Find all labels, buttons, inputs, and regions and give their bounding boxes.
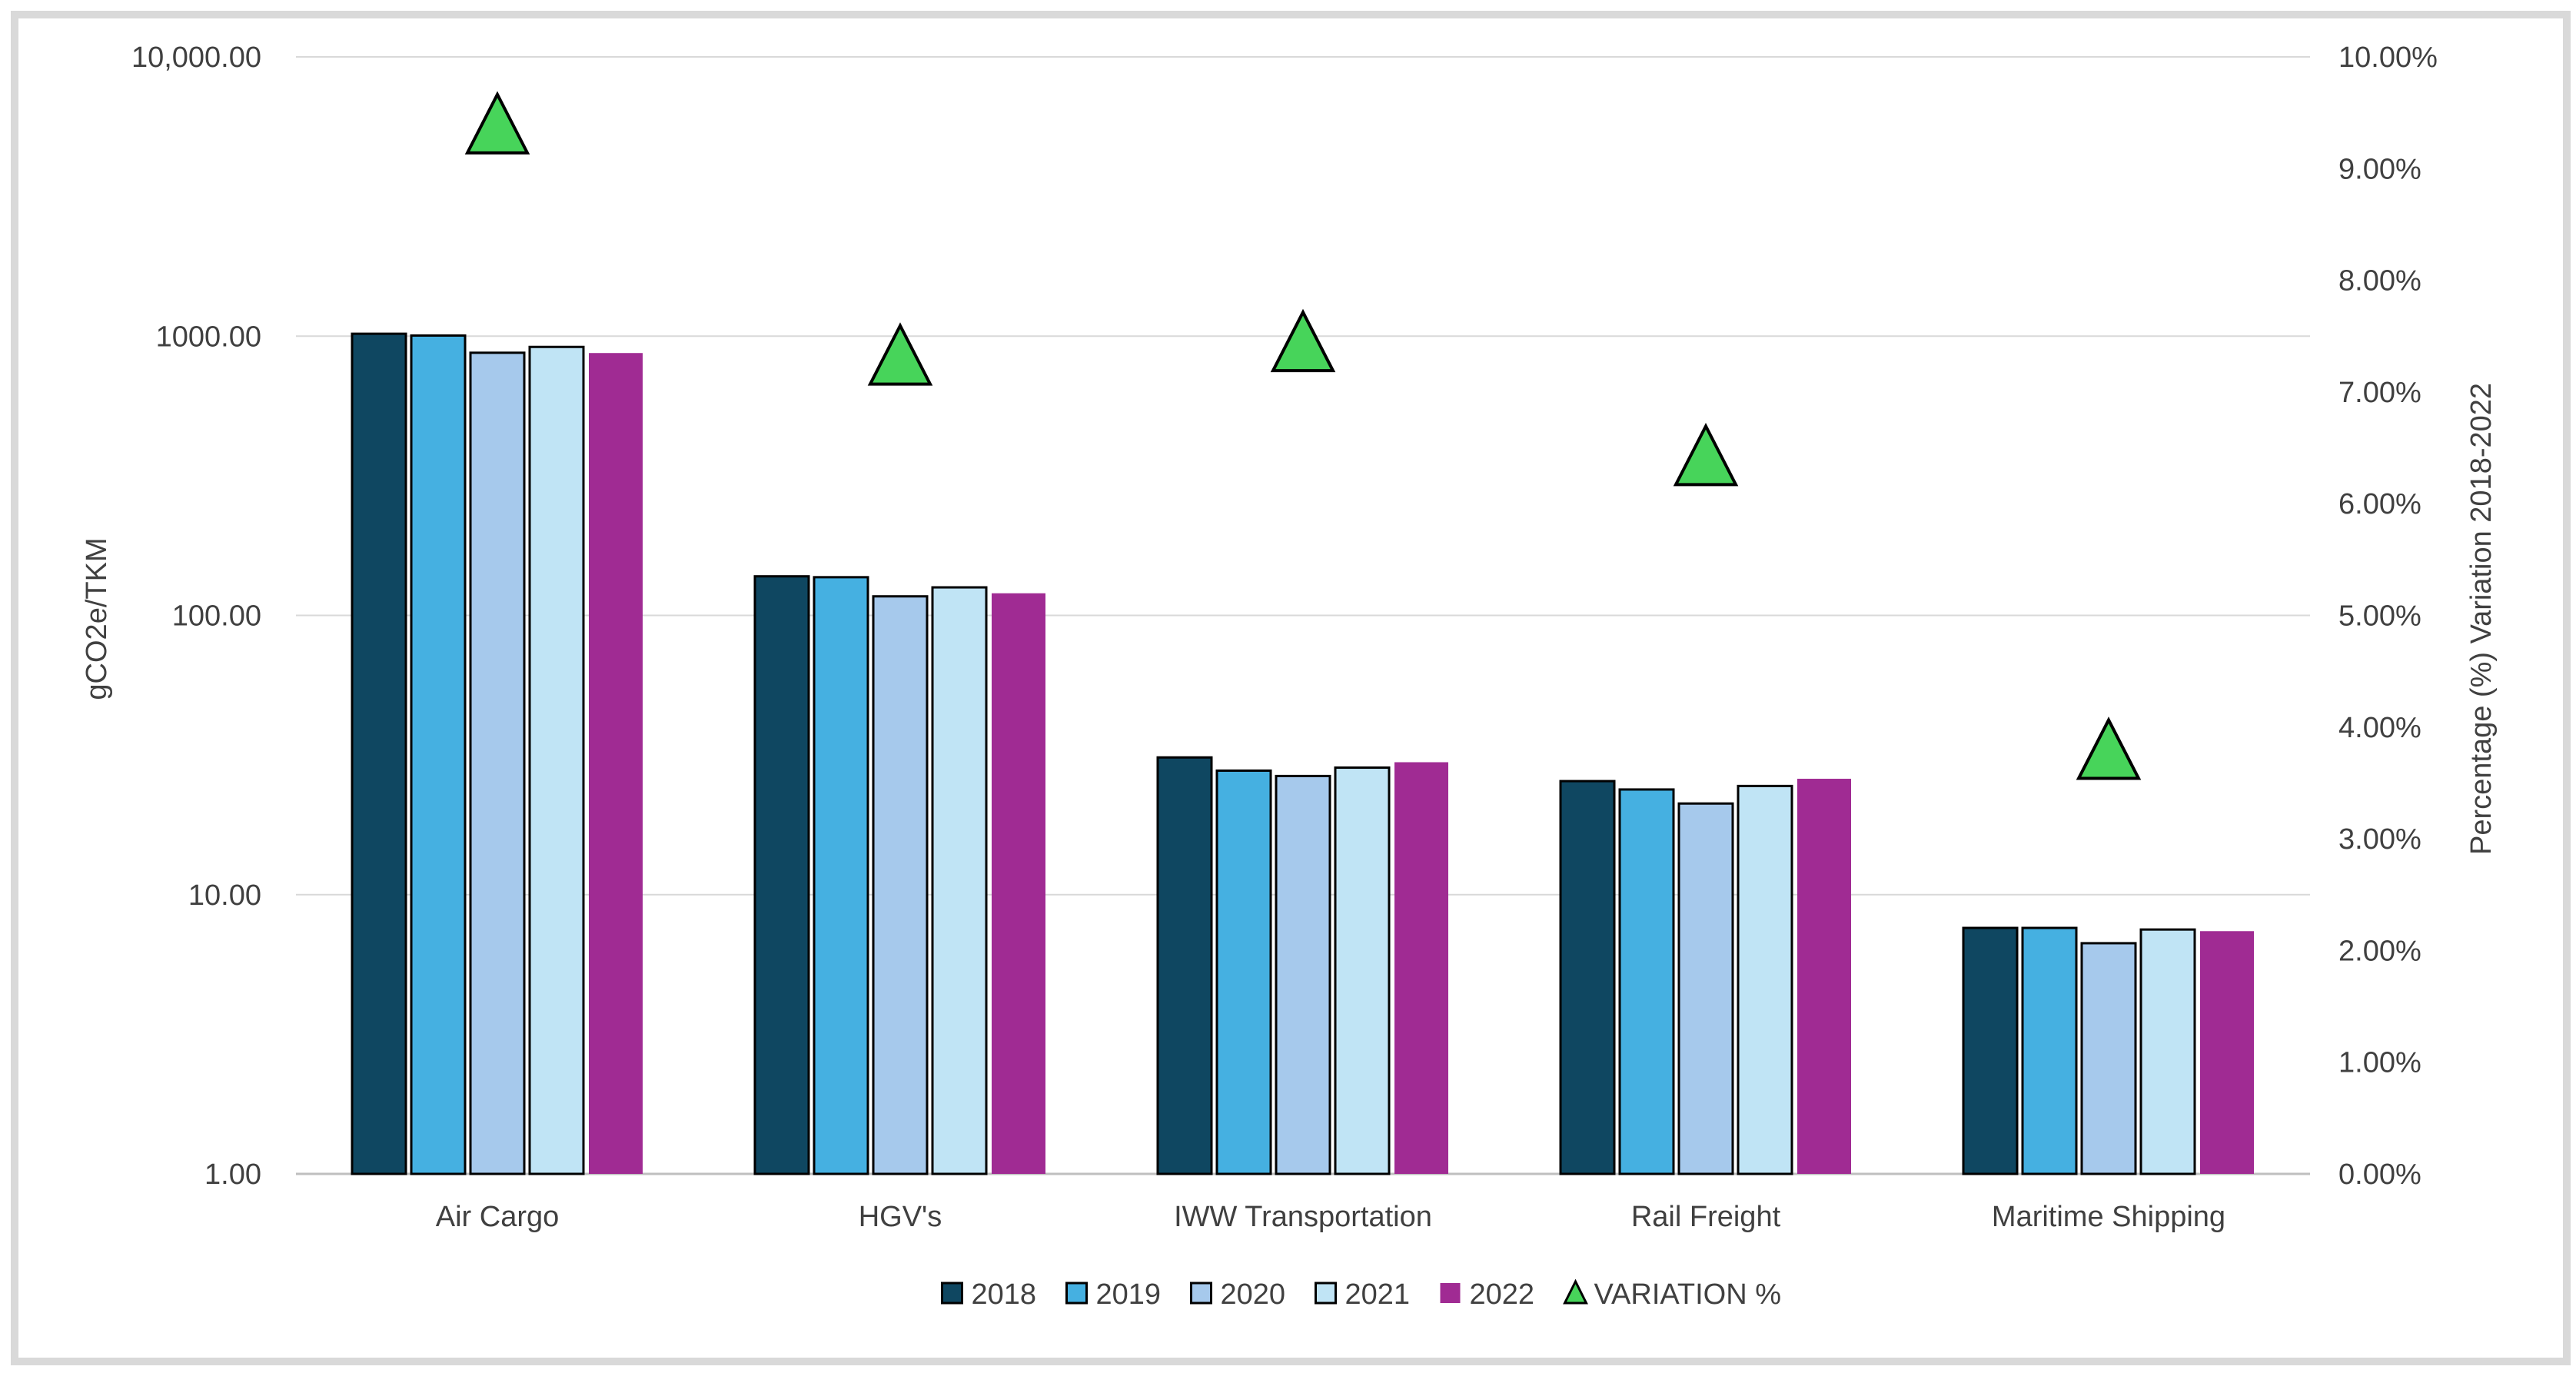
legend-label: 2018 xyxy=(972,1278,1037,1311)
right-tick-label: 0.00% xyxy=(2338,1159,2421,1191)
legend-swatch xyxy=(1065,1282,1088,1305)
bar xyxy=(2080,942,2137,1175)
right-tick-label: 7.00% xyxy=(2338,377,2421,409)
legend-label: 2021 xyxy=(1345,1278,1411,1311)
bar xyxy=(753,575,810,1175)
legend-swatch xyxy=(1315,1282,1337,1305)
right-tick-label: 9.00% xyxy=(2338,153,2421,185)
legend-label: 2022 xyxy=(1470,1278,1535,1311)
category-label: IWW Transportation xyxy=(1174,1201,1432,1233)
category-label: Rail Freight xyxy=(1631,1201,1781,1233)
variation-marker xyxy=(1270,308,1336,373)
bar xyxy=(589,353,643,1175)
bar xyxy=(351,332,407,1175)
bar xyxy=(1677,802,1734,1175)
left-axis-ticks: 1.00 10.00 100.00 1000.00 10,000.00 xyxy=(131,42,261,1191)
legend-label: 2019 xyxy=(1096,1278,1162,1311)
bar xyxy=(1737,784,1793,1175)
legend: 2018 2019 2020 2021 2022 VARIATION % xyxy=(941,1278,1782,1311)
bar xyxy=(1962,926,2019,1175)
bar xyxy=(872,595,929,1175)
bar xyxy=(1215,769,1272,1175)
category-label: Air Cargo xyxy=(436,1201,560,1233)
category-labels: Air Cargo HGV's IWW Transportation Rail Fre… xyxy=(436,1201,2225,1233)
left-tick-label: 10,000.00 xyxy=(131,42,261,74)
bar xyxy=(992,593,1045,1174)
right-tick-label: 1.00% xyxy=(2338,1047,2421,1079)
variation-marker xyxy=(867,322,933,386)
left-tick-label: 1.00 xyxy=(204,1159,261,1191)
bar xyxy=(410,334,467,1175)
bar-series xyxy=(351,332,2254,1175)
category-label: Maritime Shipping xyxy=(1992,1201,2225,1233)
bar xyxy=(2139,928,2196,1175)
bar xyxy=(1618,788,1675,1175)
right-tick-label: 8.00% xyxy=(2338,265,2421,298)
legend-swatch xyxy=(1190,1282,1212,1305)
right-tick-label: 10.00% xyxy=(2338,42,2438,74)
bar xyxy=(469,351,526,1175)
bar xyxy=(1394,762,1448,1174)
legend-label: 2020 xyxy=(1221,1278,1286,1311)
right-tick-label: 6.00% xyxy=(2338,488,2421,520)
bar xyxy=(813,576,869,1175)
right-tick-label: 4.00% xyxy=(2338,712,2421,744)
right-axis-ticks: 0.00% 1.00% 2.00% 3.00% 4.00% 5.00% 6.00% 7.00%… xyxy=(2338,42,2438,1191)
bar xyxy=(2200,931,2254,1174)
left-tick-label: 10.00 xyxy=(188,879,261,912)
left-tick-label: 100.00 xyxy=(172,600,261,633)
right-tick-label: 5.00% xyxy=(2338,600,2421,633)
legend-swatch xyxy=(1440,1283,1461,1303)
bar xyxy=(1797,779,1851,1174)
right-tick-label: 2.00% xyxy=(2338,935,2421,967)
variation-marker xyxy=(1673,423,1739,487)
variation-marker xyxy=(464,91,530,155)
bar xyxy=(528,345,585,1175)
bar xyxy=(1275,774,1331,1175)
legend-label: VARIATION % xyxy=(1594,1278,1782,1311)
bar xyxy=(2021,926,2078,1175)
right-axis-label: Percentage (%) Variation 2018-2022 xyxy=(2465,383,2498,855)
category-label: HGV's xyxy=(859,1201,942,1233)
legend-swatch-triangle xyxy=(1563,1278,1588,1305)
bar xyxy=(1559,780,1616,1175)
bar xyxy=(1334,766,1391,1175)
right-tick-label: 3.00% xyxy=(2338,823,2421,856)
bar xyxy=(1156,756,1213,1175)
bar xyxy=(931,586,988,1175)
variation-marker xyxy=(2076,716,2142,780)
legend-swatch xyxy=(941,1282,963,1305)
variation-markers xyxy=(464,91,2142,780)
left-tick-label: 1000.00 xyxy=(156,321,261,353)
left-axis-label: gCO2e/TKM xyxy=(81,537,113,700)
